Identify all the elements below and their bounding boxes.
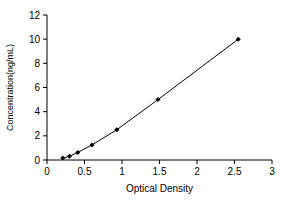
y-tick-label: 8 — [34, 58, 40, 69]
y-tick — [43, 111, 47, 112]
x-tick — [122, 160, 123, 164]
y-tick-label: 4 — [34, 106, 40, 117]
data-point — [90, 142, 95, 147]
y-tick-label: 10 — [29, 34, 41, 45]
y-tick — [43, 63, 47, 64]
curve — [63, 39, 239, 158]
x-tick — [47, 160, 48, 164]
x-tick-label: 0.5 — [78, 166, 92, 177]
y-tick-label: 6 — [34, 82, 40, 93]
y-axis-label: Concentration(ng/mL) — [5, 44, 15, 131]
y-tick-label: 12 — [29, 10, 41, 21]
y-tick-label: 2 — [34, 130, 40, 141]
x-axis-label: Optical Density — [126, 183, 193, 194]
x-tick-label: 1.5 — [153, 166, 167, 177]
chart-container: 0 2 4 6 8 10 12 0 0.5 1 1.5 2 2.5 3 Optical Density Con… — [0, 0, 300, 200]
x-tick — [197, 160, 198, 164]
data-point — [156, 97, 161, 102]
x-tick-label: 0 — [44, 166, 50, 177]
data-point — [60, 156, 65, 160]
y-tick — [43, 160, 47, 161]
y-tick — [43, 87, 47, 88]
x-tick-label: 2.5 — [228, 166, 242, 177]
data-point — [236, 37, 241, 42]
x-tick-label: 2 — [194, 166, 200, 177]
x-tick-label: 1 — [119, 166, 125, 177]
y-tick — [43, 135, 47, 136]
x-tick — [159, 160, 160, 164]
data-point — [75, 150, 80, 155]
x-tick — [272, 160, 273, 164]
y-tick-label: 0 — [34, 155, 40, 166]
x-tick — [84, 160, 85, 164]
y-tick — [43, 39, 47, 40]
data-point — [67, 154, 72, 159]
data-point — [114, 127, 119, 132]
plot-area — [60, 37, 241, 160]
chart-svg: 0 2 4 6 8 10 12 0 0.5 1 1.5 2 2.5 3 Optical Density Con… — [0, 0, 300, 200]
x-tick-label: 3 — [269, 166, 275, 177]
x-tick — [234, 160, 235, 164]
y-tick — [43, 15, 47, 16]
